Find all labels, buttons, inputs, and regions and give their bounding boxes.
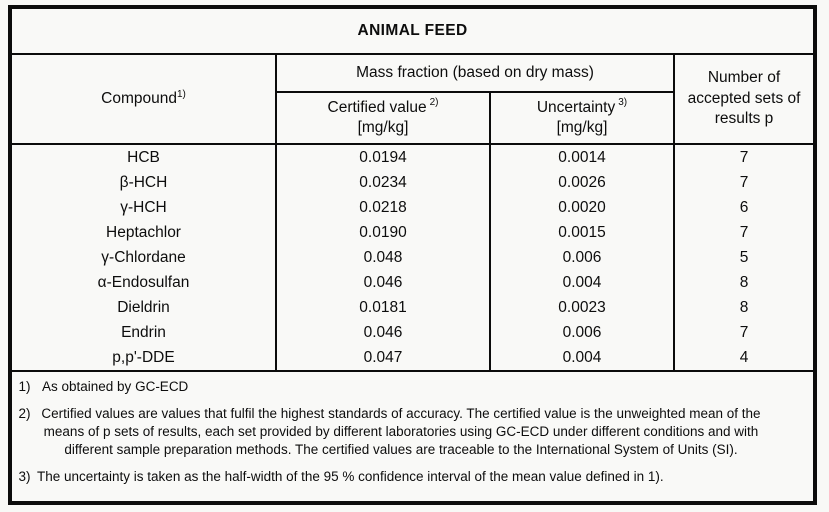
compound-cell: α-Endosulfan xyxy=(12,270,277,295)
certified-value-cell: 0.0194 xyxy=(276,144,491,170)
compound-cell: p,p'-DDE xyxy=(12,345,277,371)
col-header-compound: Compound1) xyxy=(12,54,277,145)
table-row: β-HCH 0.0234 0.0026 7 xyxy=(12,170,813,195)
uncertainty-cell: 0.0014 xyxy=(490,144,675,170)
certified-value-cell: 0.048 xyxy=(276,245,491,270)
footnote-text: The uncertainty is taken as the half-wid… xyxy=(37,469,664,485)
certified-value-cell: 0.047 xyxy=(276,345,491,371)
sets-cell: 4 xyxy=(739,348,749,366)
certified-value-cell: 0.046 xyxy=(276,320,491,345)
compound-cell: γ-Chlordane xyxy=(12,245,277,270)
uncertainty-cell: 0.0026 xyxy=(490,170,675,195)
sets-cell: 7 xyxy=(739,148,749,166)
footnote: 3) The uncertainty is taken as the half-… xyxy=(12,468,813,486)
certified-value-cell: 0.0190 xyxy=(276,220,491,245)
certified-value-cell: 0.0234 xyxy=(276,170,491,195)
certified-value-cell: 0.0181 xyxy=(276,295,491,320)
sets-cell: 7 xyxy=(739,323,749,341)
compound-header-superscript: 1) xyxy=(176,88,186,100)
footnote-marker: 2) xyxy=(18,405,31,421)
footnote: 2) Certified values are values that fulf… xyxy=(12,405,813,459)
compound-cell: Dieldrin xyxy=(12,295,277,320)
certified-value-unit: [mg/kg] xyxy=(357,119,409,136)
table-row: α-Endosulfan 0.046 0.004 8 xyxy=(12,270,813,295)
title-row: ANIMAL FEED xyxy=(12,9,814,55)
uncertainty-unit: [mg/kg] xyxy=(556,119,608,136)
footnotes-section: 1) As obtained by GC-ECD 2) Certified va… xyxy=(12,370,814,501)
uncertainty-cell: 0.004 xyxy=(490,345,675,371)
uncertainty-cell: 0.004 xyxy=(490,270,675,295)
certified-value-cell: 0.046 xyxy=(276,270,491,295)
footnotes-row: 1) As obtained by GC-ECD 2) Certified va… xyxy=(12,370,814,501)
col-header-certified-value: Certified value 2) [mg/kg] xyxy=(276,92,491,145)
compound-cell: β-HCH xyxy=(12,170,277,195)
header-row-sub: Certified value 2) [mg/kg] Uncertainty 3) … xyxy=(12,92,813,145)
col-header-uncertainty: Uncertainty 3) [mg/kg] xyxy=(490,92,675,145)
footnote-text: Certified values are values that fulfil … xyxy=(41,405,761,458)
uncertainty-cell: 0.006 xyxy=(490,320,675,345)
uncertainty-cell: 0.0023 xyxy=(490,295,675,320)
compound-cell: Endrin xyxy=(12,320,277,345)
compound-cell: γ-HCH xyxy=(12,195,277,220)
certified-value-header-superscript: 2) xyxy=(429,97,439,109)
uncertainty-header-superscript: 3) xyxy=(618,97,628,109)
footnote-text: As obtained by GC-ECD xyxy=(42,378,189,394)
footnote-marker: 1) xyxy=(18,378,31,394)
table-row: Heptachlor 0.0190 0.0015 7 xyxy=(12,220,813,245)
sets-cell: 6 xyxy=(739,198,749,216)
uncertainty-cell: 0.0015 xyxy=(490,220,675,245)
certified-value-header-label: Certified value xyxy=(327,98,427,116)
uncertainty-cell: 0.006 xyxy=(490,245,675,270)
footnote-marker: 3) xyxy=(18,469,31,485)
sets-cell: 7 xyxy=(739,223,749,241)
sets-cell: 8 xyxy=(739,298,749,316)
table-row: HCB 0.0194 0.0014 7 xyxy=(12,144,813,170)
animal-feed-table: ANIMAL FEED Compound1) Mass fraction (ba… xyxy=(12,9,814,501)
table-row: Dieldrin 0.0181 0.0023 8 xyxy=(12,295,813,320)
uncertainty-header-label: Uncertainty xyxy=(536,98,616,116)
footnote: 1) As obtained by GC-ECD xyxy=(12,378,813,396)
header-row-group: Compound1) Mass fraction (based on dry m… xyxy=(12,54,814,145)
table-row: γ-Chlordane 0.048 0.006 5 xyxy=(12,245,813,270)
table-row: γ-HCH 0.0218 0.0020 6 xyxy=(12,195,813,220)
col-header-accepted-sets: Number of accepted sets of results p xyxy=(674,54,814,145)
certificate-table-frame: ANIMAL FEED Compound1) Mass fraction (ba… xyxy=(8,5,817,505)
compound-header-label: Compound xyxy=(101,90,177,107)
table-row: p,p'-DDE 0.047 0.004 4 xyxy=(12,345,813,371)
compound-cell: Heptachlor xyxy=(12,220,277,245)
col-header-mass-fraction: Mass fraction (based on dry mass) xyxy=(276,54,675,93)
sets-cell: 5 xyxy=(739,248,749,266)
certified-value-cell: 0.0218 xyxy=(276,195,491,220)
table-title: ANIMAL FEED xyxy=(12,9,814,55)
uncertainty-cell: 0.0020 xyxy=(490,195,675,220)
sets-cell: 8 xyxy=(739,273,749,291)
compound-cell: HCB xyxy=(12,144,277,170)
sets-cell: 7 xyxy=(739,173,749,191)
table-row: Endrin 0.046 0.006 7 xyxy=(12,320,813,345)
